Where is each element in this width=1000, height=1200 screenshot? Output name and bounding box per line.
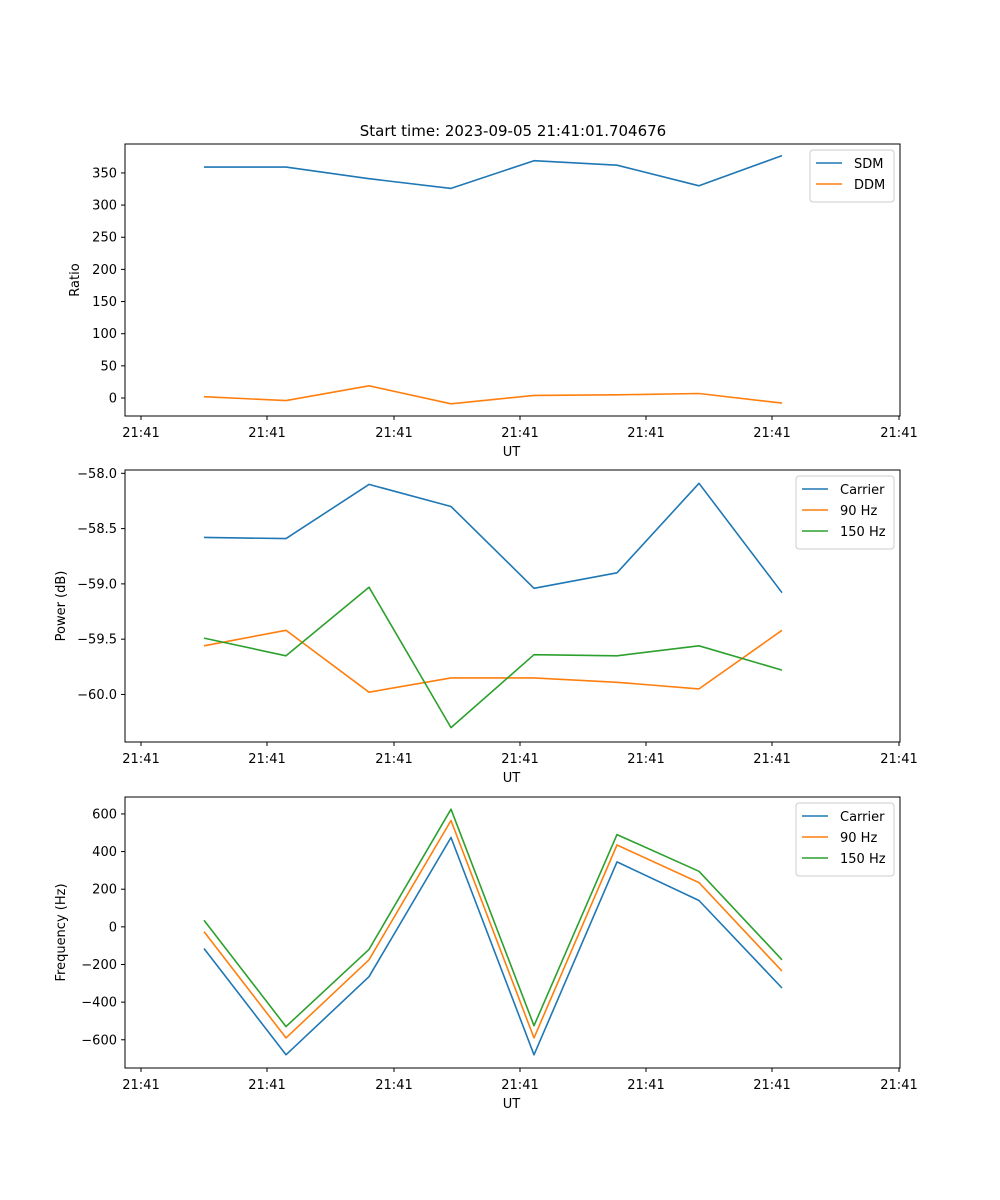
x-tick-label: 21:41 <box>501 752 538 767</box>
x-tick-label: 21:41 <box>753 1078 790 1093</box>
legend-label: 150 Hz <box>840 852 886 867</box>
series-line-carrier <box>203 482 783 594</box>
figure-title: Start time: 2023-09-05 21:41:01.704676 <box>360 122 666 140</box>
legend: Carrier 90 Hz 150 Hz <box>795 475 895 550</box>
x-tick-label: 21:41 <box>753 426 790 441</box>
series-line-150-hz <box>203 808 783 1028</box>
x-tick-label: 21:41 <box>501 426 538 441</box>
series-line-150-hz <box>203 586 783 729</box>
y-tick-label: 600 <box>92 807 117 822</box>
legend-label: Carrier <box>840 810 885 825</box>
x-tick-label: 21:41 <box>627 426 664 441</box>
axes-frame <box>124 143 901 417</box>
legend: Carrier 90 Hz 150 Hz <box>795 802 895 877</box>
y-axis-label: Power (dB) <box>54 571 69 642</box>
chart-panel-3: 21:41 21:41 21:41 21:41 21:41 21:41 21:41 UT −60… <box>54 796 918 1112</box>
series-line-ddm <box>203 384 783 405</box>
y-tick-label: −58.0 <box>77 467 117 482</box>
series-line-carrier <box>203 836 783 1056</box>
y-tick-label: −59.5 <box>77 633 117 648</box>
plots-container: 21:41 21:41 21:41 21:41 21:41 21:41 21:41 UT 0 50… <box>54 143 918 1112</box>
series-line-90-hz <box>203 629 783 694</box>
y-tick-label: 350 <box>92 166 117 181</box>
y-tick-label: 250 <box>92 231 117 246</box>
y-tick-label: −600 <box>81 1033 117 1048</box>
x-tick-label: 21:41 <box>375 426 412 441</box>
axes-frame <box>124 469 901 743</box>
x-tick-label: 21:41 <box>375 752 412 767</box>
y-tick-label: −60.0 <box>77 688 117 703</box>
x-axis-label: UT <box>503 771 521 786</box>
axes-frame <box>124 796 901 1069</box>
y-tick-label: −58.5 <box>77 522 117 537</box>
legend-label: Carrier <box>840 483 885 498</box>
x-tick-label: 21:41 <box>122 426 159 441</box>
x-tick-label: 21:41 <box>880 1078 917 1093</box>
x-tick-label: 21:41 <box>880 752 917 767</box>
y-tick-label: 0 <box>109 920 117 935</box>
x-tick-label: 21:41 <box>753 752 790 767</box>
legend-label: 150 Hz <box>840 525 886 540</box>
chart-panel-1: 21:41 21:41 21:41 21:41 21:41 21:41 21:41 UT 0 50… <box>68 143 918 460</box>
chart-panel-2: 21:41 21:41 21:41 21:41 21:41 21:41 21:41 UT −60… <box>54 467 918 786</box>
x-tick-label: 21:41 <box>627 1078 664 1093</box>
x-tick-label: 21:41 <box>375 1078 412 1093</box>
y-tick-label: 200 <box>92 883 117 898</box>
x-tick-label: 21:41 <box>122 752 159 767</box>
x-tick-label: 21:41 <box>248 752 285 767</box>
y-tick-label: 100 <box>92 327 117 342</box>
y-tick-label: 50 <box>100 359 117 374</box>
legend: SDM DDM <box>809 149 895 203</box>
y-tick-label: 200 <box>92 263 117 278</box>
y-tick-label: −200 <box>81 958 117 973</box>
x-tick-label: 21:41 <box>248 1078 285 1093</box>
series-line-sdm <box>204 154 783 190</box>
x-axis-label: UT <box>503 445 521 460</box>
y-tick-label: −59.0 <box>77 577 117 592</box>
y-tick-label: −400 <box>81 996 117 1011</box>
y-tick-label: 300 <box>92 199 117 214</box>
x-tick-label: 21:41 <box>627 752 664 767</box>
y-axis-label: Frequency (Hz) <box>54 883 69 981</box>
y-tick-label: 0 <box>109 391 117 406</box>
series-line-90-hz <box>203 819 783 1039</box>
legend-label: 90 Hz <box>840 831 877 846</box>
x-tick-label: 21:41 <box>248 426 285 441</box>
legend-label: DDM <box>854 178 885 193</box>
y-tick-label: 400 <box>92 845 117 860</box>
legend-label: SDM <box>854 157 883 172</box>
legend-label: 90 Hz <box>840 504 877 519</box>
x-tick-label: 21:41 <box>122 1078 159 1093</box>
y-axis-label: Ratio <box>68 263 83 296</box>
x-tick-label: 21:41 <box>880 426 917 441</box>
x-tick-label: 21:41 <box>501 1078 538 1093</box>
y-tick-label: 150 <box>92 295 117 310</box>
x-axis-label: UT <box>503 1097 521 1112</box>
